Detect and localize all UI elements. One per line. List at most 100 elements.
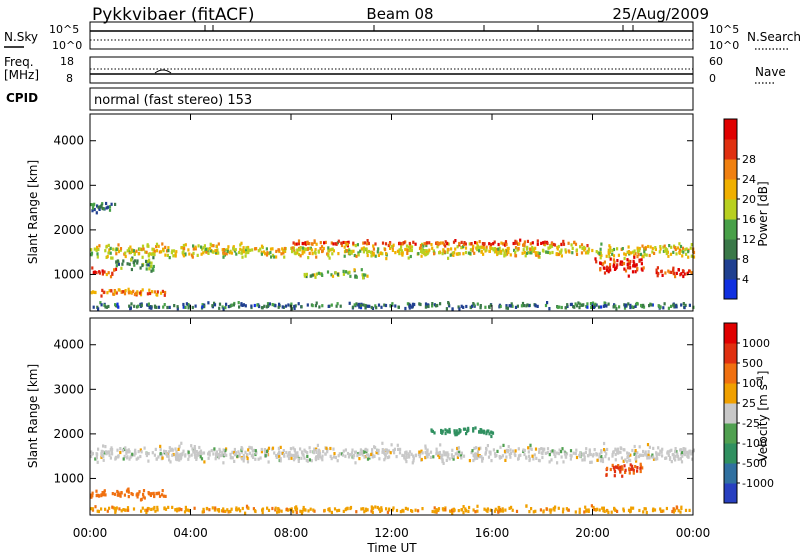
data-cell [444,431,447,436]
data-cell [317,249,320,253]
data-cell [423,242,426,246]
data-cell [296,451,299,455]
data-cell [468,242,471,246]
data-cell [127,287,130,291]
data-cell [462,427,466,431]
data-cell [161,489,164,493]
data-cell [584,505,587,509]
data-cell [225,252,228,256]
colorbar-swatch [724,199,737,220]
data-cell [320,456,323,460]
time-tick-label: 08:00 [274,526,309,540]
data-cell [135,249,138,253]
data-cell [102,450,105,454]
data-cell [634,449,637,453]
data-cell [232,247,235,251]
data-cell [137,252,140,256]
data-cell [162,305,165,309]
data-cell [321,249,324,253]
data-cell [254,247,257,251]
data-cell [155,457,158,461]
data-cell [621,474,624,478]
data-cell [642,453,645,457]
data-cell [474,241,477,245]
data-cell [356,243,359,247]
data-cell [496,252,499,257]
data-cell [246,460,250,464]
data-cell [163,293,166,297]
data-cell [444,240,447,244]
data-cell [619,262,622,266]
data-cell [464,242,467,246]
data-cell [106,509,109,513]
data-cell [447,453,450,457]
data-cell [551,449,554,453]
data-cell [133,252,136,256]
data-cell [358,305,361,309]
data-cell [509,448,512,452]
data-cell [366,239,369,243]
data-cell [139,266,142,270]
data-cell [443,453,446,457]
data-cell [435,447,438,451]
data-cell [637,455,641,459]
data-cell [130,267,133,272]
data-cell [136,495,139,499]
data-cell [155,242,159,246]
data-cell [294,508,297,512]
data-cell [634,270,637,274]
data-cell [493,452,497,456]
data-cell [342,272,345,276]
data-cell [598,455,601,459]
data-cell [426,450,429,454]
data-cell [368,304,371,308]
data-cell [156,508,159,512]
data-cell [122,290,125,294]
data-cell [628,458,631,462]
data-cell [293,251,296,255]
data-cell [139,448,142,452]
noise-trace [90,25,693,41]
data-cell [105,272,108,277]
data-cell [636,246,639,250]
data-cell [108,205,112,209]
data-cell [115,247,118,251]
data-cell [446,247,449,252]
data-cell [153,252,156,256]
data-cell [103,490,106,494]
data-cell [180,453,183,457]
data-cell [118,288,121,292]
data-cell [516,304,519,308]
data-cell [400,249,403,253]
data-cell [198,445,201,450]
data-cell [111,505,114,509]
data-cell [622,509,625,513]
data-cell [372,247,375,251]
data-cell [682,302,685,306]
data-cell [138,247,141,252]
data-cell [600,305,603,309]
data-cell [394,304,397,308]
data-cell [668,244,671,248]
data-cell [633,264,636,268]
data-cell [201,303,204,307]
data-cell [433,431,436,435]
data-cell [652,457,656,461]
data-cell [497,242,500,247]
data-cell [267,303,270,308]
data-cell [607,510,610,514]
data-cell [576,304,579,308]
data-cell [583,455,586,459]
data-cell [108,453,111,457]
data-cell [250,454,253,458]
data-cell [380,305,383,309]
data-cell [448,304,451,308]
data-cell [546,301,549,305]
data-cell [116,448,119,452]
data-cell [142,247,145,251]
data-cell [212,452,215,456]
data-cell [451,307,454,311]
data-cell [528,457,531,461]
